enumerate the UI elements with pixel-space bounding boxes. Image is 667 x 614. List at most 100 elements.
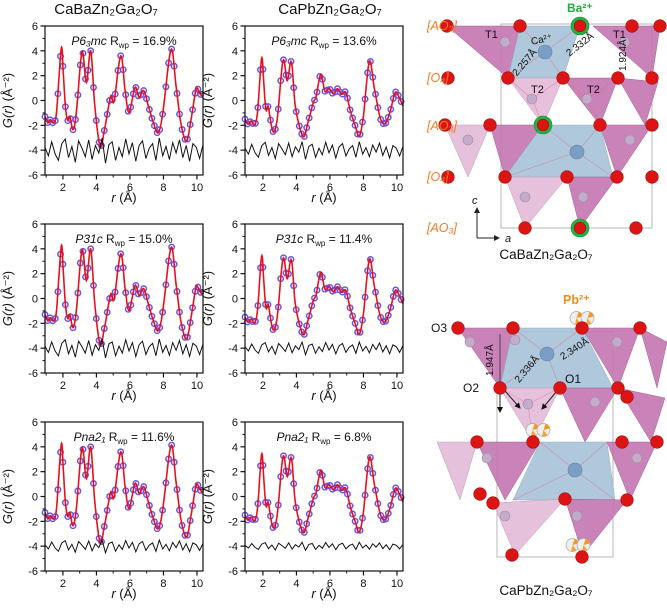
pdf-panel-CaPb-3: 2 4 6 8 10 6 4 2 0 -2 -4 -6 G(r) (Å⁻²) r (Å) P31c Rwp … [200,219,405,403]
svg-text:2: 2 [32,71,38,83]
svg-text:2: 2 [60,380,66,392]
svg-text:2: 2 [260,380,266,392]
svg-text:-6: -6 [228,566,238,578]
data-markers [241,56,405,140]
svg-text:2: 2 [32,467,38,479]
svg-text:2: 2 [232,467,238,479]
svg-text:-4: -4 [228,145,238,157]
axes [40,223,204,378]
pdf-panel-CaBa-4: 2 4 6 8 10 6 4 2 0 -2 -4 -6 G(r) (Å⁻²) r (Å) Pna2₁ Rwp… [0,417,205,601]
x-axis-label: r (Å) [311,190,336,205]
svg-text:10: 10 [391,182,403,194]
structure-caption-capbzn2ga2o7: CaPbZn₂Ga₂O₇ [499,583,593,598]
svg-text:-4: -4 [28,343,38,355]
svg-text:-6: -6 [28,566,38,578]
svg-text:6: 6 [327,380,333,392]
svg-text:0: 0 [32,294,38,306]
svg-text:6: 6 [32,21,38,33]
t1-site-label: T1 [485,29,498,41]
y-axis-label: G(r) (Å⁻²) [200,469,215,524]
y-axis-label: G(r) (Å⁻²) [0,469,15,524]
model-rwp-annotation: P6₃mc Rwp = 16.9% [71,34,177,50]
svg-text:8: 8 [160,578,166,590]
svg-text:2: 2 [260,578,266,590]
pdf-panel-CaBa-2: 2 4 6 8 10 6 4 2 0 -2 -4 -6 G(r) (Å⁻²) r (Å) P31c Rwp … [0,219,205,403]
oxygen-atoms [438,19,667,235]
t-site-atoms [462,36,636,203]
svg-text:0: 0 [32,96,38,108]
svg-text:8: 8 [360,578,366,590]
svg-text:2: 2 [260,182,266,194]
t2-site-label: T2 [587,84,600,96]
x-axis-label: r (Å) [111,388,136,403]
x-axis-label: r (Å) [111,190,136,205]
t2-tetrahedron [566,176,618,229]
o3-atom-label: O3 [431,321,447,335]
svg-text:0: 0 [232,294,238,306]
svg-text:6: 6 [32,417,38,429]
ca-cation-label: Ca²⁺ [530,33,553,48]
t1-tetrahedron [446,25,521,79]
svg-text:10: 10 [191,578,203,590]
difference-line [244,140,404,161]
svg-text:6: 6 [232,219,238,231]
column-title-capbzn2ga2o7: CaPbZn₂Ga₂O₇ [278,1,382,18]
x-axis-label: r (Å) [111,586,136,601]
svg-text:-4: -4 [28,145,38,157]
svg-text:2: 2 [60,578,66,590]
model-rwp-annotation: Pna2₁ Rwp = 6.8% [276,430,371,446]
fit-line [244,253,404,336]
t1-tetrahedron [444,124,491,178]
difference-line [44,137,204,164]
y-axis-label: G(r) (Å⁻²) [200,271,215,326]
svg-text:-2: -2 [28,516,38,528]
bond-length-label: 1.924Å [616,39,629,71]
y-axis-label: G(r) (Å⁻²) [0,73,15,128]
tetrahedron [559,387,619,443]
layer-label-o4: [O₄] [426,170,449,184]
bond-length-label: 1.947Å [483,344,496,376]
tetrahedron [581,327,641,389]
tick-labels: 2 4 6 8 10 6 4 2 0 -2 -4 -6 [228,21,403,194]
svg-text:8: 8 [360,182,366,194]
svg-text:4: 4 [232,442,238,454]
tick-labels: 2 4 6 8 10 6 4 2 0 -2 -4 -6 [28,219,203,392]
svg-text:-6: -6 [28,170,38,182]
svg-text:4: 4 [93,182,99,194]
model-rwp-annotation: P6₃mc Rwp = 13.6% [271,34,377,50]
svg-text:4: 4 [232,244,238,256]
fit-line [244,55,404,138]
svg-text:4: 4 [32,46,38,58]
svg-text:-4: -4 [228,541,238,553]
difference-line [44,538,204,555]
svg-text:0: 0 [232,96,238,108]
svg-text:8: 8 [360,380,366,392]
pdf-panel-CaBa-0: 2 4 6 8 10 6 4 2 0 -2 -4 -6 G(r) (Å⁻²) r (Å) P6₃mc Rwp… [0,21,205,205]
tick-labels: 2 4 6 8 10 6 4 2 0 -2 -4 -6 [28,417,203,590]
y-axis-label: G(r) (Å⁻²) [0,271,15,326]
t-site-atoms [464,334,643,522]
tetrahedron [436,441,478,501]
data-markers [241,452,405,536]
tick-labels: 2 4 6 8 10 6 4 2 0 -2 -4 -6 [28,21,203,194]
model-rwp-annotation: P31c Rwp = 15.0% [75,232,173,248]
tetrahedron [499,387,561,443]
svg-text:-6: -6 [228,170,238,182]
layer-label-ao3: [AO₃] [426,19,457,33]
oxygen-atoms [451,321,664,564]
svg-text:2: 2 [232,71,238,83]
axis-c-label: c [472,195,478,207]
svg-text:-6: -6 [28,368,38,380]
tetrahedron [476,441,541,501]
axes [40,25,204,180]
svg-text:6: 6 [127,182,133,194]
svg-text:4: 4 [32,442,38,454]
crystal-axes: c a [472,195,511,245]
svg-text:-2: -2 [228,120,238,132]
svg-text:10: 10 [391,578,403,590]
axes [40,421,204,576]
svg-text:2: 2 [232,269,238,281]
t2-site-label: T2 [531,84,544,96]
svg-text:2: 2 [32,269,38,281]
t1-tetrahedron [599,124,653,178]
